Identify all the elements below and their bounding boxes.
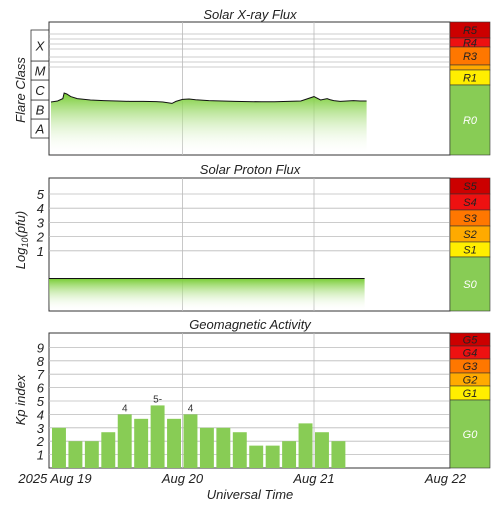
kp-bar	[52, 427, 66, 468]
x-axis-tick-label: Aug 21	[292, 471, 334, 486]
g-scale-label: G2	[463, 375, 478, 387]
flare-class-label: X	[35, 39, 46, 54]
kp-ylabel: Kp index	[13, 374, 28, 425]
xray-flux-area	[50, 92, 367, 155]
kp-ytick: 9	[37, 340, 44, 355]
s-scale-label: S0	[463, 279, 477, 291]
kp-bar	[199, 427, 214, 468]
g-scale-label: G4	[463, 348, 478, 360]
r-scale-label: R3	[463, 51, 478, 63]
kp-bar	[150, 405, 165, 468]
proton-gridlines	[49, 178, 450, 311]
kp-bar	[232, 432, 247, 468]
kp-ytick: 7	[37, 367, 45, 382]
s-scale-label: S1	[463, 245, 476, 257]
kp-bar	[84, 441, 99, 468]
kp-bar	[315, 432, 329, 468]
proton-flux-fill	[49, 278, 365, 311]
g-scale-segment	[449, 399, 491, 469]
kp-bar	[183, 414, 198, 468]
xray-gridlines	[49, 22, 450, 155]
x-axis-tick-label: Aug 20	[161, 471, 204, 486]
proton-title: Solar Proton Flux	[200, 162, 301, 177]
proton-ylabel-group: Log10(pfu)	[13, 211, 30, 269]
s-scale-label: S4	[463, 197, 476, 209]
kp-bar	[134, 418, 149, 468]
xray-flux-fill	[51, 93, 367, 155]
r-scale-segment	[449, 84, 491, 156]
kp-bar	[216, 427, 231, 468]
flare-class-label: A	[35, 122, 45, 137]
g-scale-label: G1	[463, 388, 478, 400]
xray-ylabel: Flare Class	[13, 57, 28, 123]
s-scale-segment	[449, 256, 491, 312]
kp-bar-label: 5-	[153, 394, 162, 405]
proton-ylabel-rest: (pfu)	[13, 211, 28, 238]
proton-ytick: 5	[37, 187, 45, 202]
s-scale-label: S2	[463, 229, 476, 241]
flare-class-label: M	[35, 64, 46, 79]
radiation-storm-scale: S5 S4 S3 S2 S1 S0	[449, 177, 491, 312]
xray-flux-line	[50, 92, 367, 104]
g-scale-label: G0	[463, 429, 479, 441]
r-scale-label: R1	[463, 73, 477, 85]
kp-bar	[68, 441, 83, 468]
kp-bar	[298, 423, 313, 468]
kp-bars: 4 5- 4	[52, 394, 346, 468]
r-scale-label: R4	[463, 38, 477, 50]
x-axis-tick-label: Aug 22	[424, 471, 467, 486]
kp-ytick: 5	[37, 394, 45, 409]
flare-class-label: B	[36, 103, 45, 118]
xray-ylabel-group: Flare Class	[13, 57, 28, 123]
r-scale-label: R0	[463, 115, 478, 127]
kp-ylabel-group: Kp index	[13, 374, 28, 425]
proton-ytick: 4	[37, 201, 44, 216]
kp-bar	[117, 414, 132, 468]
xray-title: Solar X-ray Flux	[203, 7, 297, 22]
kp-bar	[101, 432, 116, 468]
r-scale-segment	[449, 64, 491, 71]
kp-bar	[331, 441, 346, 468]
kp-bar	[167, 418, 181, 468]
x-axis-tick-label: 2025 Aug 19	[17, 471, 91, 486]
g-scale-label: G5	[463, 335, 479, 347]
proton-ytick: 2	[36, 230, 45, 245]
kp-bar-label: 4	[122, 403, 128, 414]
kp-bar-label: 4	[188, 403, 194, 414]
kp-ytick: 6	[37, 381, 45, 396]
kp-panel: Geomagnetic Activity Kp index 123456789 …	[13, 317, 491, 469]
proton-ylabel-main: Log	[13, 247, 28, 269]
kp-bar	[249, 445, 264, 468]
kp-ytick: 4	[37, 407, 44, 422]
r-scale-label: R5	[463, 25, 478, 37]
kp-ytick: 2	[36, 434, 45, 449]
proton-flux-area	[49, 277, 365, 311]
kp-gridlines	[49, 333, 450, 468]
flare-class-label: C	[35, 83, 45, 98]
proton-ylabel: Log10(pfu)	[13, 211, 30, 269]
kp-ytick: 8	[37, 354, 45, 369]
proton-ytick: 3	[37, 215, 45, 230]
x-axis-title: Universal Time	[207, 487, 294, 502]
kp-ytick: 1	[37, 448, 44, 463]
kp-bar	[282, 441, 297, 468]
kp-ytick: 3	[37, 421, 45, 436]
kp-title: Geomagnetic Activity	[189, 317, 312, 332]
s-scale-label: S3	[463, 213, 477, 225]
s-scale-label: S5	[463, 181, 477, 193]
kp-bar	[265, 445, 280, 468]
g-scale-label: G3	[463, 361, 479, 373]
proton-ytick: 1	[37, 244, 44, 259]
x-axis: 2025 Aug 19 Aug 20 Aug 21 Aug 22	[17, 471, 467, 486]
proton-ylabel-sub: 10	[20, 238, 30, 248]
